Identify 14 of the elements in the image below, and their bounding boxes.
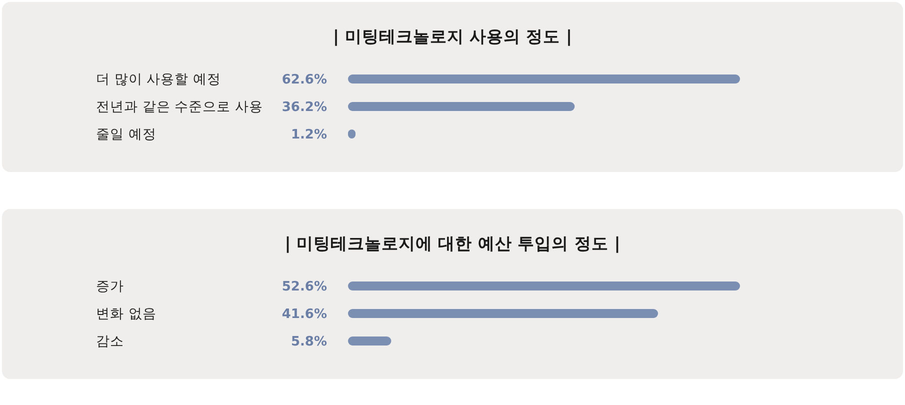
y-tick-label: 변화 없음 [96,306,156,322]
chart-title: | 미팅테크놀로지에 대한 예산 투입의 정도 | [284,234,620,253]
data-label: 62.6% [282,72,327,88]
y-tick-label: 줄일 예정 [96,126,156,143]
data-label: 5.8% [290,334,327,350]
data-label: 1.2% [290,128,327,143]
data-label: 52.6% [282,280,327,295]
y-tick-label: 증가 [96,278,124,295]
data-label: 36.2% [282,100,327,116]
chart-title: | 미팅테크놀로지 사용의 정도 | [332,26,572,46]
data-label: 41.6% [282,307,327,322]
y-tick-label: 더 많이 사용할 예정 [96,72,221,88]
y-tick-label: 전년과 같은 수준으로 사용 [96,99,263,116]
y-tick-label: 감소 [96,334,124,350]
